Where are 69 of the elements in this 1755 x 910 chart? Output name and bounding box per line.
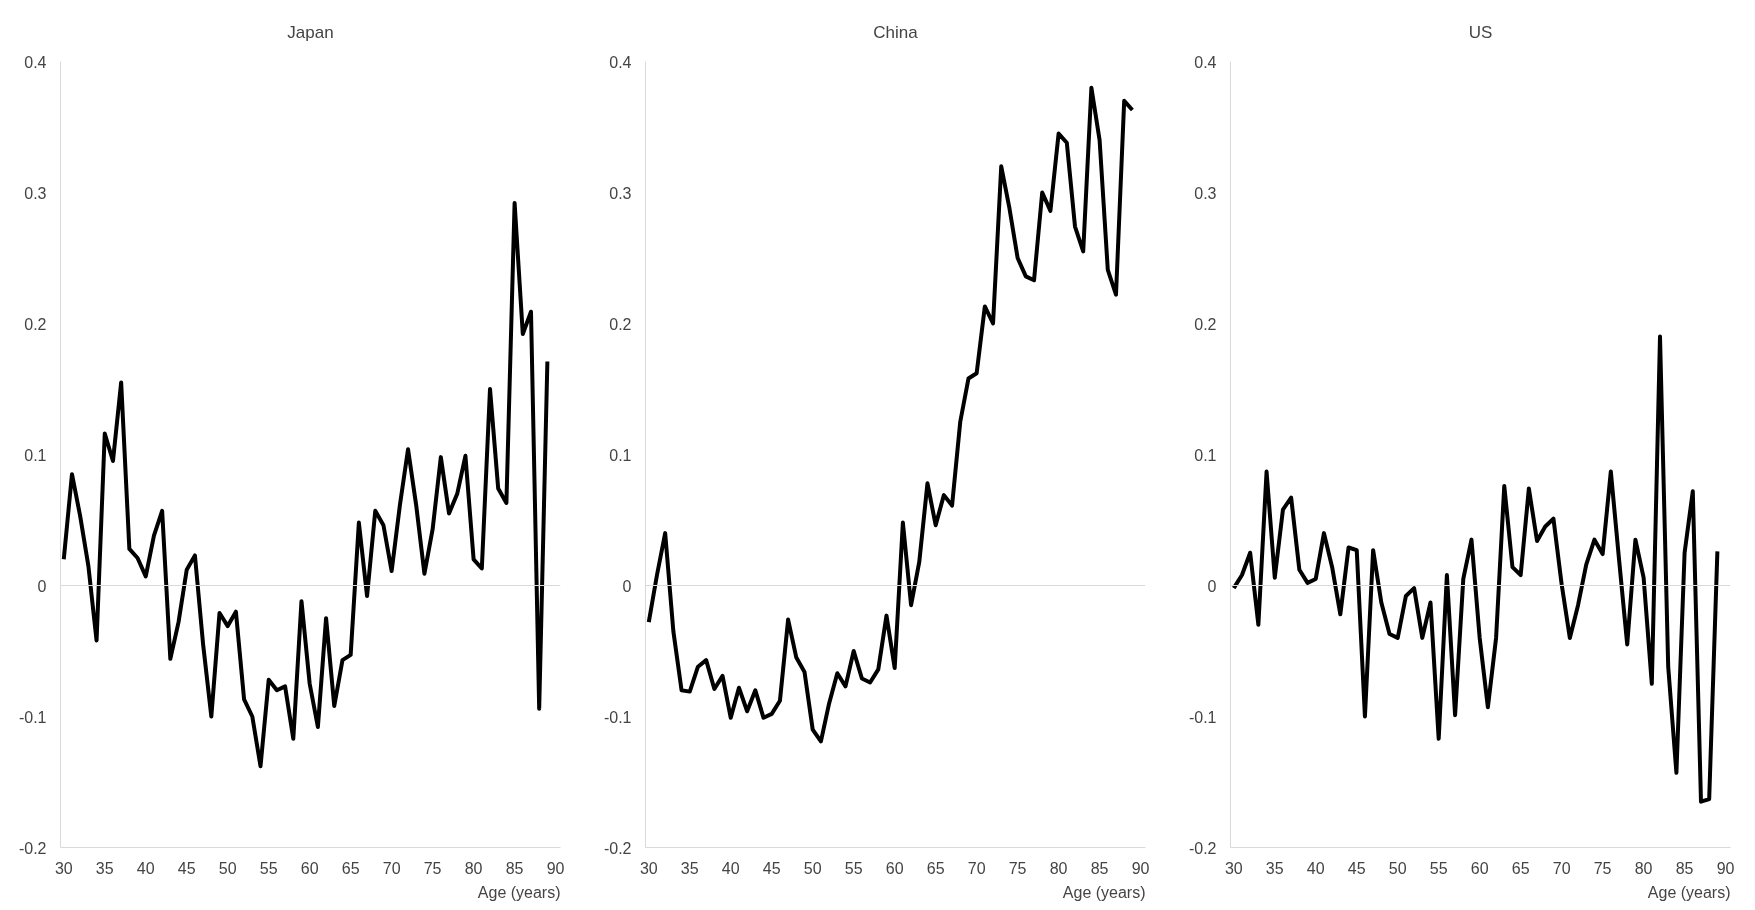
y-tick-label: 0 <box>622 577 632 595</box>
x-tick-label: 85 <box>505 859 524 877</box>
x-tick-label: 60 <box>885 859 904 877</box>
x-tick-label: 50 <box>803 859 822 877</box>
y-tick-label: 0.3 <box>609 184 632 202</box>
x-tick-label: 60 <box>300 859 319 877</box>
y-tick-label: 0 <box>37 577 47 595</box>
x-tick-label: 55 <box>259 859 278 877</box>
x-tick-label: 90 <box>1716 859 1735 877</box>
chart-title: Japan <box>287 22 334 42</box>
y-tick-label: -0.1 <box>18 708 47 726</box>
x-tick-label: 55 <box>1429 859 1448 877</box>
x-tick-label: 40 <box>1306 859 1325 877</box>
y-tick-label: 0.1 <box>1194 446 1217 464</box>
x-tick-label: 90 <box>546 859 565 877</box>
x-tick-label: 70 <box>1552 859 1571 877</box>
y-tick-label: -0.2 <box>603 839 632 857</box>
x-tick-label: 75 <box>1593 859 1612 877</box>
x-tick-label: 30 <box>639 859 658 877</box>
x-tick-label: 60 <box>1470 859 1489 877</box>
x-tick-label: 45 <box>177 859 196 877</box>
x-tick-label: 50 <box>218 859 237 877</box>
x-tick-label: 30 <box>54 859 73 877</box>
y-tick-label: 0 <box>1207 577 1217 595</box>
y-tick-label: -0.1 <box>1188 708 1217 726</box>
x-axis-title: Age (years) <box>1062 883 1146 901</box>
x-tick-label: 70 <box>967 859 986 877</box>
x-axis-title: Age (years) <box>1647 883 1731 901</box>
x-tick-label: 35 <box>1265 859 1284 877</box>
x-tick-label: 80 <box>464 859 483 877</box>
chart-title: US <box>1468 22 1493 42</box>
x-tick-label: 50 <box>1388 859 1407 877</box>
y-tick-label: 0.4 <box>24 53 47 71</box>
y-tick-label: 0.3 <box>1194 184 1217 202</box>
chart-title: China <box>873 22 919 42</box>
x-tick-label: 75 <box>1008 859 1027 877</box>
line-series <box>61 200 550 769</box>
y-tick-label: 0.1 <box>609 446 632 464</box>
y-tick-label: 0.4 <box>1194 53 1217 71</box>
x-tick-label: 35 <box>680 859 699 877</box>
x-tick-label: 70 <box>382 859 401 877</box>
y-tick-label: 0.1 <box>24 446 47 464</box>
y-tick-label: 0.2 <box>1194 315 1217 333</box>
y-tick-label: -0.2 <box>1188 839 1217 857</box>
x-tick-label: 90 <box>1131 859 1150 877</box>
line-series <box>1231 334 1720 804</box>
x-tick-label: 65 <box>926 859 945 877</box>
y-tick-label: 0.4 <box>609 53 632 71</box>
x-tick-label: 65 <box>341 859 360 877</box>
x-axis-title: Age (years) <box>477 883 561 901</box>
x-tick-label: 55 <box>844 859 863 877</box>
y-tick-label: -0.1 <box>603 708 632 726</box>
x-tick-label: 35 <box>95 859 114 877</box>
line-series <box>646 85 1135 744</box>
x-tick-label: 45 <box>1347 859 1366 877</box>
x-tick-label: 40 <box>721 859 740 877</box>
x-tick-label: 85 <box>1090 859 1109 877</box>
y-tick-label: 0.2 <box>609 315 632 333</box>
y-tick-label: -0.2 <box>18 839 47 857</box>
x-tick-label: 80 <box>1049 859 1068 877</box>
x-tick-label: 40 <box>136 859 155 877</box>
y-tick-label: 0.2 <box>24 315 47 333</box>
x-tick-label: 45 <box>762 859 781 877</box>
x-tick-label: 75 <box>423 859 442 877</box>
y-tick-label: 0.3 <box>24 184 47 202</box>
x-tick-label: 80 <box>1634 859 1653 877</box>
x-tick-label: 30 <box>1224 859 1243 877</box>
x-tick-label: 85 <box>1675 859 1694 877</box>
x-tick-label: 65 <box>1511 859 1530 877</box>
